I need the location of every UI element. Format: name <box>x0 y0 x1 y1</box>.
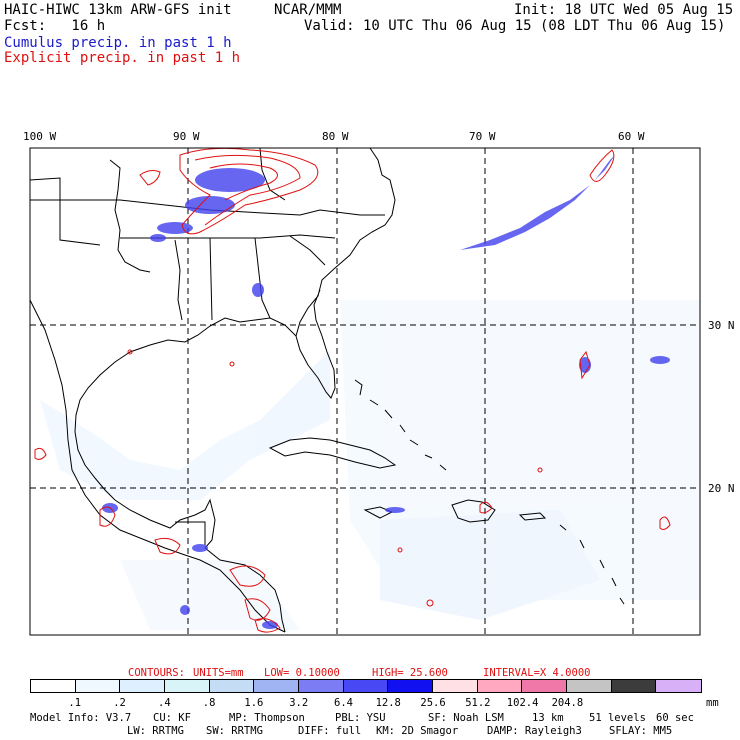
contours-high: HIGH= 25.600 <box>372 667 448 679</box>
model-info-damp: DAMP: Rayleigh3 <box>487 725 582 737</box>
colorbar-swatch <box>209 680 255 692</box>
colorbar-swatch <box>611 680 657 692</box>
legend-cumulus: Cumulus precip. in past 1 h <box>4 35 232 51</box>
colorbar-label: 102.4 <box>506 697 539 709</box>
lat-label-20n: 20 N <box>708 482 735 495</box>
model-info-sf: SF: Noah LSM <box>428 712 504 724</box>
model-info-step: 60 sec <box>656 712 694 724</box>
center-label: NCAR/MMM <box>274 2 342 18</box>
init-time: Init: 18 UTC Wed 05 Aug 15 <box>514 2 734 18</box>
lon-label-90w: 90 W <box>173 130 200 143</box>
colorbar-label: 1.6 <box>244 697 264 709</box>
model-title: HAIC-HIWC 13km ARW-GFS init <box>4 2 232 18</box>
colorbar-swatch <box>522 680 568 692</box>
explicit-precip-contours <box>34 147 671 633</box>
colorbar-swatch <box>477 680 523 692</box>
colorbar-swatch <box>433 680 478 692</box>
colorbar-label: .8 <box>202 697 216 709</box>
contours-low: LOW= 0.10000 <box>264 667 340 679</box>
model-info-sflay: SFLAY: MM5 <box>609 725 673 737</box>
colorbar-swatch <box>343 680 389 692</box>
legend-explicit: Explicit precip. in past 1 h <box>4 50 241 66</box>
model-info-lw: LW: RRTMG <box>127 725 184 737</box>
map-frame <box>29 147 701 636</box>
model-info-mp: MP: Thompson <box>229 712 305 724</box>
valid-time: Valid: 10 UTC Thu 06 Aug 15 (08 LDT Thu … <box>304 18 726 34</box>
forecast-hour: Fcst: 16 h <box>4 18 106 34</box>
graticule <box>30 148 700 635</box>
colorbar-swatch <box>254 680 300 692</box>
lon-label-70w: 70 W <box>469 130 496 143</box>
cumulus-precip <box>102 155 670 629</box>
colorbar-swatch <box>656 680 702 692</box>
colorbar-swatch <box>75 680 121 692</box>
model-info-res: 13 km <box>532 712 564 724</box>
colorbar-swatch <box>567 680 612 692</box>
colorbar-label: 25.6 <box>420 697 446 709</box>
light-precip-wash <box>40 300 700 630</box>
model-info-cu: CU: KF <box>153 712 191 724</box>
lat-label-30n: 30 N <box>708 319 735 332</box>
colorbar-swatch <box>165 680 210 692</box>
contours-title: CONTOURS: <box>128 667 185 679</box>
colorbar-label: .4 <box>158 697 171 709</box>
contours-units: UNITS=mm <box>193 667 244 679</box>
model-info-version: Model Info: V3.7 <box>30 712 132 724</box>
coastlines <box>29 147 625 633</box>
colorbar-label: 51.2 <box>465 697 491 709</box>
model-info-pbl: PBL: YSU <box>335 712 386 724</box>
colorbar-label: .1 <box>68 697 82 709</box>
contours-interval: INTERVAL=X 4.0000 <box>483 667 591 679</box>
colorbar-swatch <box>31 680 76 692</box>
colorbar-swatch <box>120 680 166 692</box>
model-info-levels: 51 levels <box>589 712 646 724</box>
lon-label-80w: 80 W <box>322 130 349 143</box>
colorbar-swatch <box>388 680 434 692</box>
model-info-km: KM: 2D Smagor <box>376 725 459 737</box>
model-info-diff: DIFF: full <box>298 725 362 737</box>
colorbar-unit: mm <box>706 697 719 709</box>
lon-label-100w: 100 W <box>23 130 57 143</box>
colorbar-label: 3.2 <box>289 697 309 709</box>
lon-label-60w: 60 W <box>618 130 645 143</box>
colorbar-swatch <box>299 680 344 692</box>
colorbar-label: 6.4 <box>334 697 353 709</box>
colorbar <box>30 679 702 693</box>
colorbar-label: .2 <box>113 697 126 709</box>
model-info-sw: SW: RRTMG <box>206 725 263 737</box>
colorbar-label: 204.8 <box>551 697 584 709</box>
colorbar-label: 12.8 <box>375 697 401 709</box>
